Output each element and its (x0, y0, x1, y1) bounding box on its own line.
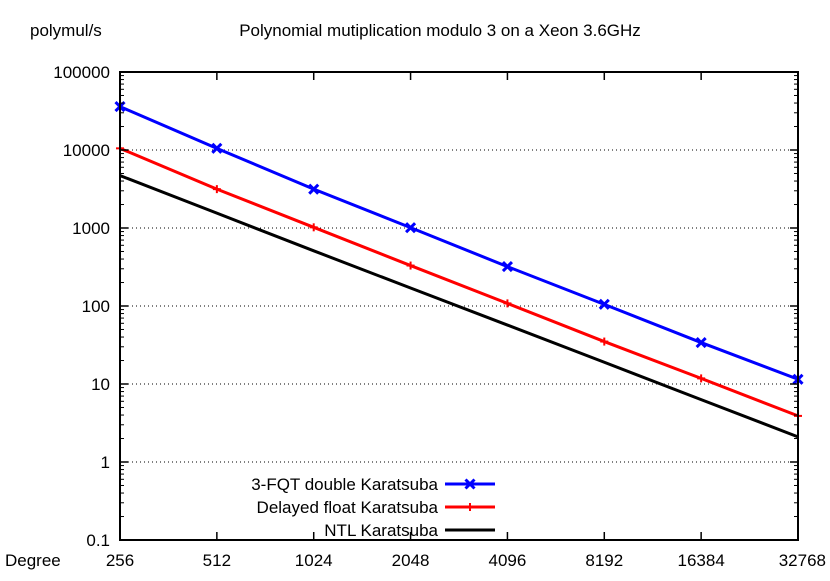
y-tick-label: 1000 (72, 219, 110, 238)
series-lines (114, 101, 804, 439)
marker-stroke (405, 222, 417, 234)
marker-stroke (464, 478, 476, 490)
legend-label: 3-FQT double Karatsuba (251, 475, 438, 494)
x-tick-label: 16384 (678, 551, 725, 570)
grid-lines (120, 149, 798, 463)
chart-title: Polynomial mutiplication modulo 3 on a X… (239, 21, 641, 40)
x-tick-label: 4096 (489, 551, 527, 570)
legend-label: NTL Karatsuba (324, 521, 438, 540)
series-line (119, 174, 799, 439)
series-line (119, 105, 799, 381)
data-point (503, 299, 512, 308)
data-point (695, 336, 707, 349)
series-line (119, 146, 799, 418)
legend: 3-FQT double Karatsuba Delayed float Kara… (251, 475, 495, 540)
y-tick-label: 0.1 (86, 531, 110, 550)
marker-stroke (211, 142, 223, 154)
x-tick-label: 32768 (779, 551, 826, 570)
data-point (697, 374, 706, 383)
marker-stroke (501, 261, 513, 273)
y-axis-title: polymul/s (30, 21, 102, 40)
legend-marker (464, 478, 476, 490)
y-tick-label: 10 (91, 375, 110, 394)
tick-labels: 0.1 1 10 100 1000 10000 100000 256 512 1024 2048 40… (53, 63, 826, 570)
x-axis-title: Degree (5, 551, 61, 570)
marker-stroke (308, 183, 320, 195)
axis-ticks (119, 71, 799, 541)
x-tick-label: 1024 (295, 551, 333, 570)
data-point (406, 261, 415, 270)
data-point (309, 223, 318, 232)
x-tick-label: 256 (106, 551, 134, 570)
x-tick-label: 512 (203, 551, 231, 570)
marker-stroke (695, 336, 707, 349)
data-point (308, 183, 320, 195)
y-tick-label: 1 (101, 453, 110, 472)
y-tick-label: 100000 (53, 63, 110, 82)
data-point (501, 261, 513, 273)
data-point (600, 337, 609, 346)
y-tick-label: 10000 (63, 141, 110, 160)
data-point (598, 298, 610, 310)
marker-stroke (598, 298, 610, 310)
legend-marker (466, 503, 474, 511)
data-point (212, 185, 221, 194)
legend-label: Delayed float Karatsuba (257, 498, 439, 517)
data-point (211, 142, 223, 154)
data-point (405, 222, 417, 234)
y-tick-label: 100 (82, 297, 110, 316)
x-tick-label: 8192 (585, 551, 623, 570)
x-tick-label: 2048 (392, 551, 430, 570)
